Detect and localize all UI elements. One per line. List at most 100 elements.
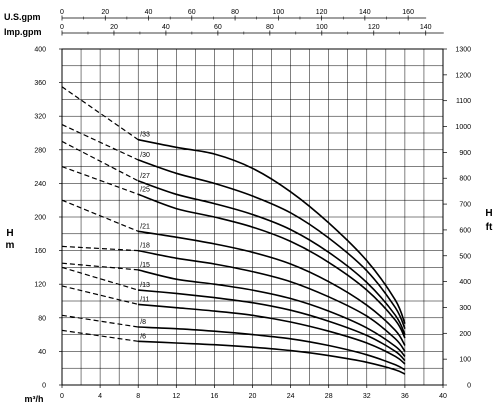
curve-label: /11	[140, 296, 149, 303]
curve-solid-segment	[138, 249, 406, 352]
y-right-tick-label: 0	[467, 383, 471, 390]
pump-curve-18: /18	[61, 243, 406, 352]
curve-label: /18	[140, 243, 150, 250]
curve-label: /27	[140, 173, 150, 180]
top-axis-tick-label: 0	[60, 24, 64, 31]
x-tick-label: 36	[401, 393, 409, 400]
pump-curve-15: /15	[61, 262, 406, 357]
x-tick-label: 16	[211, 393, 219, 400]
y-right-tick-label: 600	[459, 227, 471, 234]
top-axis-tick-label: 120	[316, 9, 328, 16]
y-axis-left-main-label: H	[6, 228, 13, 239]
x-axis-bottom: 0 4 8 12 16 20 24 28 32 36 40	[60, 385, 447, 400]
top-axis-tick-label: 100	[316, 24, 328, 31]
top-axis-tick-label: 20	[110, 24, 118, 31]
y-axis-left: 0 40 80 120 160 200 240 280 320 360 400	[34, 47, 62, 390]
y-axis-right-unit-label: ft	[486, 222, 493, 233]
pump-curve-11: /11	[61, 285, 406, 365]
curve-solid-segment	[138, 230, 406, 346]
x-tick-label: 28	[325, 393, 333, 400]
top-axis-tick-label: 60	[188, 9, 196, 16]
y-left-tick-label: 240	[34, 181, 46, 188]
x-tick-label: 8	[136, 393, 140, 400]
y-left-tick-label: 400	[34, 47, 46, 54]
pump-curve-13: /13	[61, 266, 406, 362]
imp-gpm-axis-label: Imp.gpm	[4, 27, 42, 37]
curve-solid-segment	[138, 340, 406, 375]
x-tick-label: 32	[363, 393, 371, 400]
curve-solid-segment	[138, 289, 406, 362]
top-axis-tick-label: 40	[145, 9, 153, 16]
y-right-tick-label: 1000	[455, 124, 471, 131]
pump-curve-25: /25	[61, 166, 406, 339]
curve-label: /13	[140, 282, 150, 289]
curve-label: /21	[140, 223, 150, 230]
x-tick-label: 12	[172, 393, 180, 400]
top-axis-tick-label: 100	[272, 9, 284, 16]
y-left-tick-label: 280	[34, 147, 46, 154]
pump-curve-21: /21	[61, 199, 406, 346]
curve-dashed-segment	[61, 285, 139, 305]
x-tick-label: 40	[439, 393, 447, 400]
curve-dashed-segment	[61, 140, 139, 182]
pump-curve-8: /8	[61, 314, 406, 371]
top-axis-tick-label: 60	[214, 24, 222, 31]
top-axis-tick-label: 80	[266, 24, 274, 31]
curve-dashed-segment	[61, 266, 139, 291]
top-axis-tick-label: 0	[60, 9, 64, 16]
curve-label: /30	[140, 152, 150, 159]
y-right-tick-label: 200	[459, 331, 471, 338]
curve-dashed-segment	[61, 199, 139, 232]
curve-solid-segment	[137, 159, 406, 330]
y-left-tick-label: 360	[34, 80, 46, 87]
top-axis-tick-label: 20	[101, 9, 109, 16]
y-axis-right-main-label: H	[485, 208, 492, 219]
y-axis-right: 0 100 200 300 400 500 600 700 800 900 1000 1100 1200…	[443, 47, 471, 390]
curve-label: /15	[140, 262, 150, 269]
curve-solid-segment	[138, 138, 406, 325]
y-right-tick-label: 700	[459, 202, 471, 209]
y-right-tick-label: 800	[459, 176, 471, 183]
top-axis-tick-label: 140	[420, 24, 432, 31]
curve-dashed-segment	[61, 262, 139, 271]
curve-solid-segment	[138, 269, 406, 357]
curve-solid-segment	[137, 180, 406, 335]
x-tick-label: 0	[60, 393, 64, 400]
x-tick-label: 4	[98, 393, 102, 400]
us-gpm-axis-label: U.S.gpm	[4, 12, 41, 22]
pump-curves: /6/8/11/13/15/18/21/25/27/30/33	[61, 86, 406, 375]
top-axis-tick-label: 40	[162, 24, 170, 31]
x-tick-label: 20	[249, 393, 257, 400]
curve-solid-segment	[138, 326, 406, 371]
y-right-tick-label: 1300	[455, 47, 471, 54]
y-right-tick-label: 100	[459, 357, 471, 364]
x-axis-label: m³/h	[25, 394, 44, 404]
y-right-tick-label: 400	[459, 279, 471, 286]
pump-curve-33: /33	[61, 86, 406, 325]
y-right-tick-label: 500	[459, 253, 471, 260]
y-right-tick-label: 1200	[455, 72, 471, 79]
curve-dashed-segment	[61, 166, 139, 195]
curve-solid-segment	[138, 303, 406, 365]
x-tick-label: 24	[287, 393, 295, 400]
y-left-tick-label: 0	[42, 383, 46, 390]
curve-label: /6	[140, 333, 146, 340]
grid	[62, 49, 443, 385]
y-left-tick-label: 160	[34, 248, 46, 255]
curve-label: /33	[140, 132, 150, 139]
y-right-tick-label: 900	[459, 150, 471, 157]
y-right-tick-label: 1100	[456, 98, 471, 105]
top-axis-tick-label: 80	[231, 9, 239, 16]
curve-solid-segment	[137, 193, 406, 339]
curve-dashed-segment	[61, 245, 139, 252]
y-left-tick-label: 320	[34, 114, 46, 121]
curve-label: /8	[140, 319, 146, 326]
y-left-tick-label: 120	[34, 282, 46, 289]
y-left-tick-label: 200	[34, 215, 46, 222]
top-flow-axes: 0 20 40 60 80 100 120 140 160 0 20 40 60 80 100 120 140	[60, 9, 444, 36]
pump-curve-6: /6	[61, 329, 406, 375]
y-axis-left-unit-label: m	[6, 240, 15, 251]
top-axis-tick-label: 140	[359, 9, 371, 16]
top-axis-tick-label: 160	[402, 9, 414, 16]
